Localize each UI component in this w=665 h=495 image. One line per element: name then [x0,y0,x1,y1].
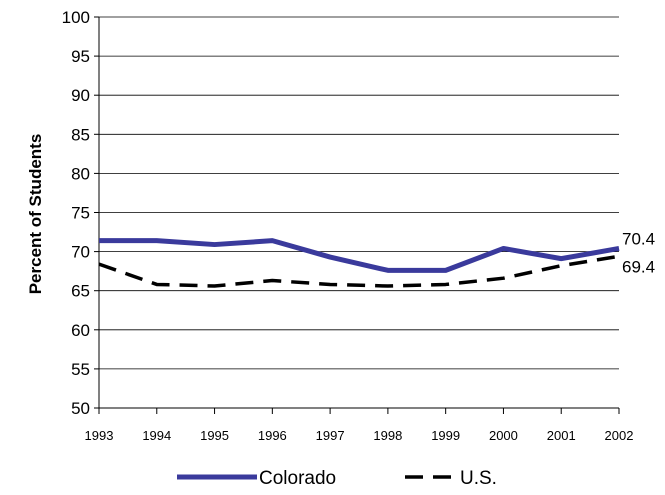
y-tick-label-65: 65 [71,282,90,301]
data-label-u-s: 69.4 [622,257,655,276]
y-tick-label-80: 80 [71,164,90,183]
x-tick-label-2002: 2002 [605,428,634,443]
series-line-colorado [99,238,620,273]
y-tick-label-95: 95 [71,47,90,66]
x-tick-label-1997: 1997 [316,428,345,443]
data-label-colorado: 70.4 [622,229,655,248]
y-tick-label-55: 55 [71,360,90,379]
x-tick-label-1998: 1998 [373,428,402,443]
data-labels: 70.4 69.4 [622,229,655,276]
series-lines [98,238,620,288]
x-tick-label-1995: 1995 [200,428,229,443]
axes [94,16,620,414]
series-line-u-s [98,254,620,288]
y-tick-label-60: 60 [71,321,90,340]
x-tick-label-1993: 1993 [85,428,114,443]
y-tick-label-75: 75 [71,204,90,223]
x-tick-label-1994: 1994 [142,428,171,443]
legend-label-u-s: U.S. [460,468,497,489]
y-tick-label-85: 85 [71,125,90,144]
x-tick-labels: 1993 1994 1995 1996 1997 1998 1999 2000 2001 2002 [85,428,634,443]
x-tick-label-1996: 1996 [258,428,287,443]
y-tick-labels: 50 55 60 65 70 75 80 85 90 95 100 [62,8,90,418]
y-tick-label-100: 100 [62,8,90,27]
y-tick-label-70: 70 [71,243,90,262]
y-tick-label-90: 90 [71,86,90,105]
x-tick-label-1999: 1999 [431,428,460,443]
legend-label-colorado: Colorado [259,468,336,489]
legend: Colorado U.S. [177,468,497,489]
x-tick-label-2000: 2000 [489,428,518,443]
x-tick-label-2001: 2001 [547,428,576,443]
y-tick-label-50: 50 [71,399,90,418]
y-axis-title: Percent of Students [26,134,45,295]
gridlines [99,16,619,370]
